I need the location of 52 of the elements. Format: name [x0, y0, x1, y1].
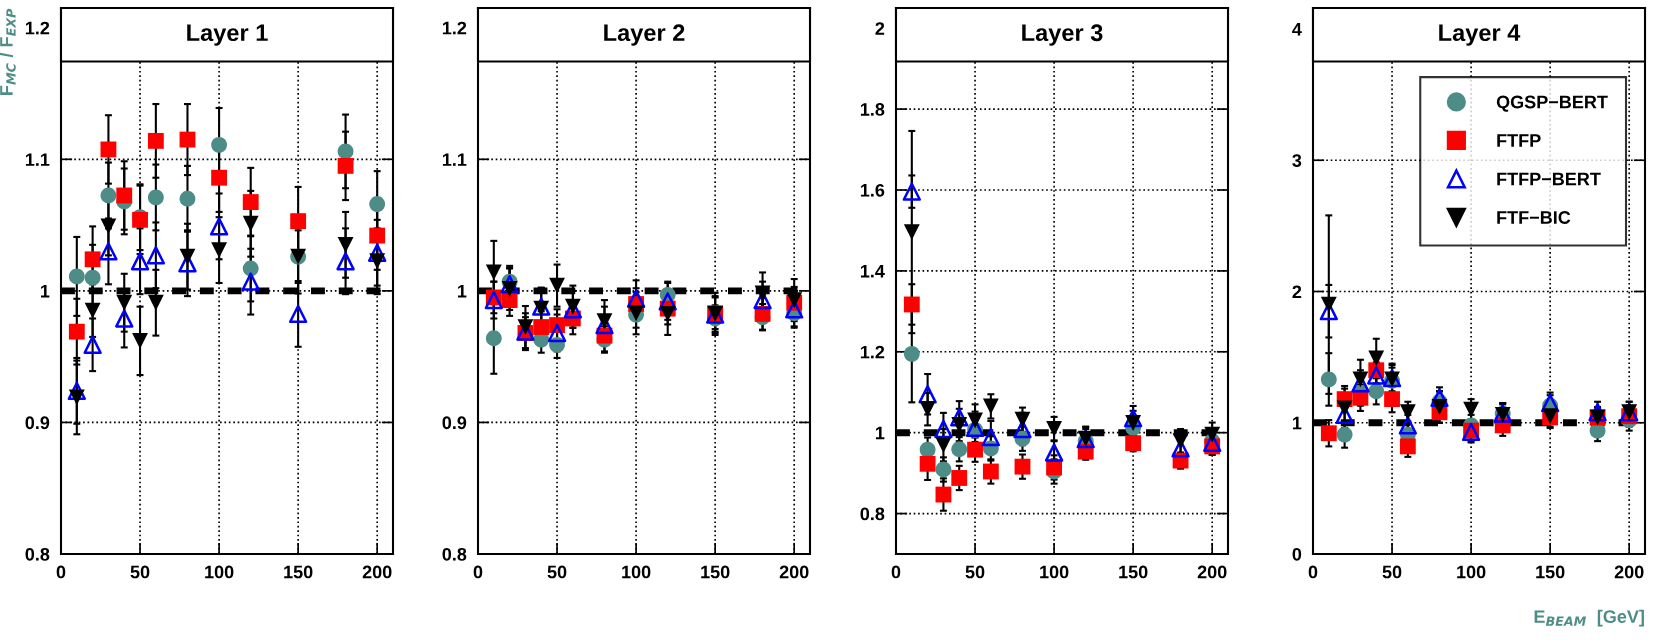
- y-tick-label: 1: [457, 284, 467, 298]
- y-tick-label: 1.2: [442, 21, 467, 35]
- text: Layer 3: [1022, 24, 1103, 46]
- x-tick-label: 150: [1119, 565, 1148, 579]
- y-tick-label: 1.8: [860, 103, 885, 116]
- y-tick-label: 0: [1292, 547, 1302, 561]
- x-tick-label: 100: [205, 565, 234, 579]
- x-tick-label: 0: [56, 565, 66, 579]
- y-tick-label: 2: [1292, 285, 1302, 299]
- x-tick-label: 150: [701, 565, 730, 579]
- y-tick-label: 1: [40, 284, 50, 298]
- y-tick-label: 1.6: [860, 183, 885, 197]
- y-tick-label: 1: [875, 426, 885, 440]
- y-tick-label: 1.2: [860, 345, 885, 359]
- x-tick-label: 100: [1457, 565, 1486, 579]
- y-tick-label: 1: [1292, 416, 1302, 430]
- x-tick-label: 200: [362, 565, 392, 579]
- y-tick-label: 0.8: [442, 547, 467, 561]
- x-tick-label: 100: [622, 565, 651, 579]
- x-tick-label: 150: [1536, 565, 1565, 579]
- legend-label: FTFP−BERT: [1497, 172, 1601, 186]
- x-axis-title: E$_{BEAM}$ [GeV]: [1534, 609, 1644, 627]
- y-tick-label: 0.8: [25, 547, 50, 561]
- y-tick-label: 1.4: [860, 265, 885, 278]
- legend-label: QGSP−BERT: [1496, 95, 1608, 112]
- y-tick-label: 2: [875, 22, 885, 35]
- y-tick-label: 0.9: [442, 416, 467, 430]
- legend-label: FTFP: [1497, 134, 1541, 147]
- legend-label: FTF−BIC: [1497, 211, 1571, 224]
- x-tick-label: 0: [891, 565, 901, 579]
- y-tick-label: 3: [1292, 154, 1302, 167]
- x-tick-label: 50: [547, 565, 567, 579]
- x-tick-label: 0: [1308, 565, 1318, 579]
- x-tick-label: 50: [1382, 565, 1402, 579]
- y-tick-label: 1.2: [25, 21, 50, 35]
- x-tick-label: 50: [130, 565, 150, 579]
- x-tick-label: 100: [1040, 565, 1069, 579]
- x-tick-label: 0: [473, 565, 483, 579]
- x-tick-label: 200: [1614, 565, 1644, 579]
- y-axis-title: F$_{MC}$ / F$_{EXP}$: [0, 8, 16, 95]
- y-tick-label: 1.1: [25, 153, 50, 166]
- x-tick-label: 50: [965, 565, 985, 579]
- text: Layer 2: [604, 24, 685, 46]
- x-tick-label: 200: [1197, 565, 1227, 579]
- y-tick-label: 4: [1292, 23, 1302, 36]
- y-tick-label: 0.8: [860, 507, 885, 521]
- text: Layer 4: [1439, 24, 1521, 46]
- y-tick-label: 1.1: [442, 153, 467, 166]
- text: Layer 1: [187, 24, 268, 46]
- x-tick-label: 200: [779, 565, 809, 579]
- y-tick-label: 0.9: [25, 416, 50, 430]
- x-tick-label: 150: [284, 565, 313, 579]
